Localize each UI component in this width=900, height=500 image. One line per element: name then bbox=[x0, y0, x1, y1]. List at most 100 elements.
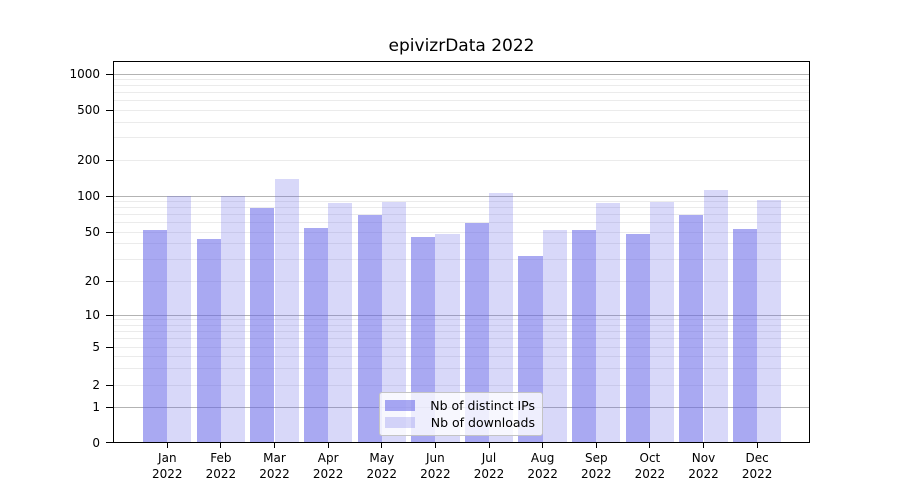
y-tick-label: 20 bbox=[84, 274, 100, 288]
x-tick-year: 2022 bbox=[152, 466, 183, 481]
y-tick-mark bbox=[106, 384, 113, 386]
y-tick-mark bbox=[106, 346, 113, 348]
x-tick-month: Aug bbox=[530, 451, 555, 465]
x-tick-label-jun: Jun 2022 bbox=[407, 451, 463, 482]
x-tick-mark bbox=[703, 443, 704, 448]
x-tick-month: Jun bbox=[426, 451, 445, 465]
gridline-minor bbox=[114, 109, 809, 111]
x-tick-label-dec: Dec 2022 bbox=[729, 451, 785, 482]
bar-distinct-ips-apr bbox=[304, 228, 329, 443]
bar-downloads-nov bbox=[703, 189, 728, 443]
y-tick-mark bbox=[106, 73, 113, 75]
y-tick-mark bbox=[106, 109, 113, 111]
y-tick-mark bbox=[106, 159, 113, 161]
legend-label-distinct-ips: Nb of distinct IPs bbox=[430, 397, 535, 413]
y-tick-label: 50 bbox=[84, 225, 100, 239]
x-tick-month: Sep bbox=[584, 451, 608, 465]
legend-swatch-downloads bbox=[385, 417, 415, 428]
bar-downloads-apr bbox=[328, 202, 353, 443]
gridline-minor bbox=[114, 137, 809, 139]
x-tick-year: 2022 bbox=[259, 466, 290, 481]
gridline-minor bbox=[114, 355, 809, 357]
bar-downloads-feb bbox=[220, 195, 246, 443]
gridline-minor bbox=[114, 100, 809, 101]
y-tick-mark bbox=[106, 195, 113, 197]
gridline-minor bbox=[114, 92, 809, 93]
x-tick-label-feb: Feb 2022 bbox=[193, 451, 249, 482]
x-tick-label-jul: Jul 2022 bbox=[461, 451, 517, 482]
x-tick-year: 2022 bbox=[366, 466, 398, 481]
legend-swatch-distinct-ips bbox=[385, 400, 415, 411]
gridline-minor bbox=[114, 121, 809, 123]
x-tick-year: 2022 bbox=[527, 466, 558, 481]
x-tick-year: 2022 bbox=[634, 466, 666, 481]
x-tick-label-may: May 2022 bbox=[354, 451, 410, 482]
gridline-minor bbox=[114, 346, 809, 348]
gridline-minor bbox=[114, 201, 809, 202]
bar-downloads-sep bbox=[596, 203, 621, 443]
x-tick-label-sep: Sep 2022 bbox=[568, 451, 624, 482]
gridline-minor bbox=[114, 79, 809, 80]
y-tick-label: 200 bbox=[77, 153, 100, 167]
y-tick-label: 2 bbox=[92, 378, 100, 392]
x-tick-year: 2022 bbox=[741, 466, 773, 481]
x-tick-year: 2022 bbox=[581, 466, 612, 481]
y-tick-label: 1000 bbox=[69, 67, 100, 81]
gridline-minor bbox=[114, 243, 809, 245]
bar-distinct-ips-dec bbox=[732, 229, 758, 443]
bar-downloads-dec bbox=[757, 199, 782, 443]
x-tick-mark bbox=[274, 443, 275, 448]
bar-distinct-ips-sep bbox=[572, 230, 597, 443]
gridline-minor bbox=[114, 367, 809, 369]
x-tick-mark bbox=[595, 443, 597, 448]
gridline-minor bbox=[114, 258, 809, 260]
bar-distinct-ips-feb bbox=[196, 238, 221, 443]
y-tick-label: 100 bbox=[77, 189, 100, 203]
gridline-minor bbox=[114, 159, 809, 161]
y-tick-label: 10 bbox=[84, 308, 100, 322]
gridline-minor bbox=[114, 207, 809, 209]
y-tick-mark bbox=[106, 231, 113, 233]
x-tick-mark bbox=[434, 443, 436, 448]
x-tick-year: 2022 bbox=[688, 466, 719, 481]
x-tick-month: May bbox=[369, 451, 395, 465]
x-tick-month: Apr bbox=[317, 451, 339, 465]
x-tick-month: Nov bbox=[691, 451, 716, 465]
x-tick-mark bbox=[756, 443, 758, 448]
gridline-minor bbox=[114, 319, 809, 321]
bar-distinct-ips-jan bbox=[143, 230, 168, 443]
bar-downloads-mar bbox=[274, 178, 299, 443]
gridline-major bbox=[114, 195, 809, 197]
x-tick-mark bbox=[542, 443, 544, 448]
y-tick-label: 5 bbox=[92, 340, 100, 354]
legend: Nb of distinct IPs Nb of downloads bbox=[379, 392, 543, 436]
bar-downloads-aug bbox=[542, 230, 567, 443]
y-tick-mark bbox=[106, 442, 113, 443]
x-tick-mark bbox=[649, 443, 651, 448]
gridline-minor bbox=[114, 85, 809, 87]
chart-title: epivizrData 2022 bbox=[388, 36, 535, 56]
x-tick-mark bbox=[327, 443, 329, 448]
x-tick-month: Oct bbox=[639, 451, 661, 465]
x-tick-label-mar: Mar 2022 bbox=[247, 451, 303, 482]
gridline-minor bbox=[114, 231, 809, 233]
y-tick-label: 0 bbox=[92, 435, 100, 450]
x-tick-month: Mar bbox=[263, 451, 286, 465]
y-tick-mark bbox=[106, 280, 113, 282]
x-tick-label-oct: Oct 2022 bbox=[622, 451, 678, 482]
x-tick-mark bbox=[166, 443, 168, 448]
y-tick-label: 1 bbox=[92, 400, 100, 414]
x-tick-year: 2022 bbox=[420, 466, 451, 481]
bar-distinct-ips-mar bbox=[250, 207, 275, 443]
gridline-major bbox=[114, 314, 809, 316]
y-tick-label: 500 bbox=[77, 103, 100, 117]
x-tick-label-apr: Apr 2022 bbox=[300, 451, 356, 482]
gridline-minor bbox=[114, 384, 809, 386]
gridline-minor bbox=[114, 331, 809, 332]
legend-item-distinct-ips: Nb of distinct IPs bbox=[385, 397, 535, 413]
bar-distinct-ips-oct bbox=[625, 234, 650, 443]
bar-downloads-oct bbox=[649, 201, 675, 443]
x-tick-label-nov: Nov 2022 bbox=[676, 451, 732, 482]
gridline-minor bbox=[114, 214, 809, 215]
